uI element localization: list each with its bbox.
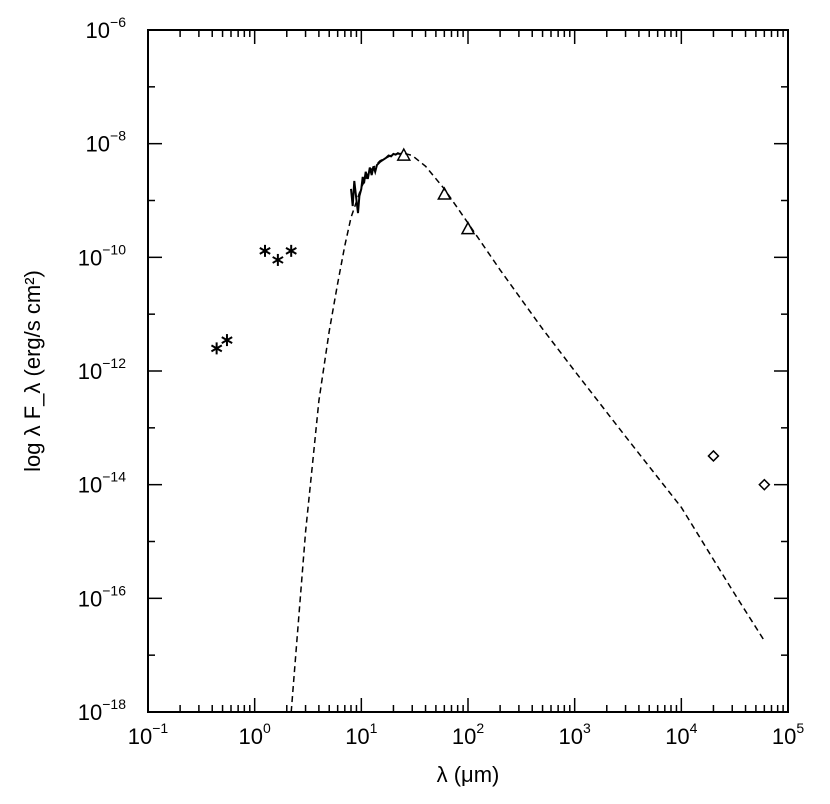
x-tick-label: 100 — [239, 720, 271, 749]
y-axis-label: log λ F_λ (erg/s cm²) — [20, 270, 45, 472]
x-tick-label: 103 — [559, 720, 591, 749]
plot-frame — [147, 29, 789, 713]
asterisk-point — [272, 253, 284, 266]
y-tick-label: 10−6 — [86, 14, 127, 43]
diamond-point — [707, 449, 720, 463]
series-layer — [210, 147, 771, 713]
diamond-point — [758, 478, 771, 491]
model-curve — [290, 152, 765, 713]
triangle-point — [437, 186, 452, 200]
y-tick-label: 10−10 — [78, 241, 126, 270]
x-tick-label: 101 — [345, 720, 377, 749]
asterisk-point — [285, 244, 297, 257]
x-axis-label: λ (μm) — [437, 762, 500, 787]
x-tick-label: 104 — [665, 720, 697, 749]
x-tick-labels: 10−1 100 101 102 103 104 105 — [128, 720, 805, 749]
asterisk-point — [259, 244, 271, 257]
x-tick-label: 105 — [772, 720, 804, 749]
y-tick-label: 10−12 — [78, 355, 126, 384]
asterisk-point — [210, 342, 223, 355]
y-tick-label: 10−8 — [86, 128, 127, 157]
y-tick-label: 10−16 — [78, 582, 126, 611]
x-tick-label: 10−1 — [128, 720, 169, 749]
spectrum-line — [350, 152, 401, 214]
x-tick-label: 102 — [452, 720, 484, 749]
y-tick-labels: 10−18 10−16 10−14 10−12 10−10 10−8 10−6 — [78, 14, 126, 725]
axis-ticks — [147, 30, 788, 713]
asterisk-point — [221, 334, 233, 347]
y-tick-label: 10−18 — [78, 696, 126, 725]
y-tick-label: 10−14 — [78, 469, 126, 498]
